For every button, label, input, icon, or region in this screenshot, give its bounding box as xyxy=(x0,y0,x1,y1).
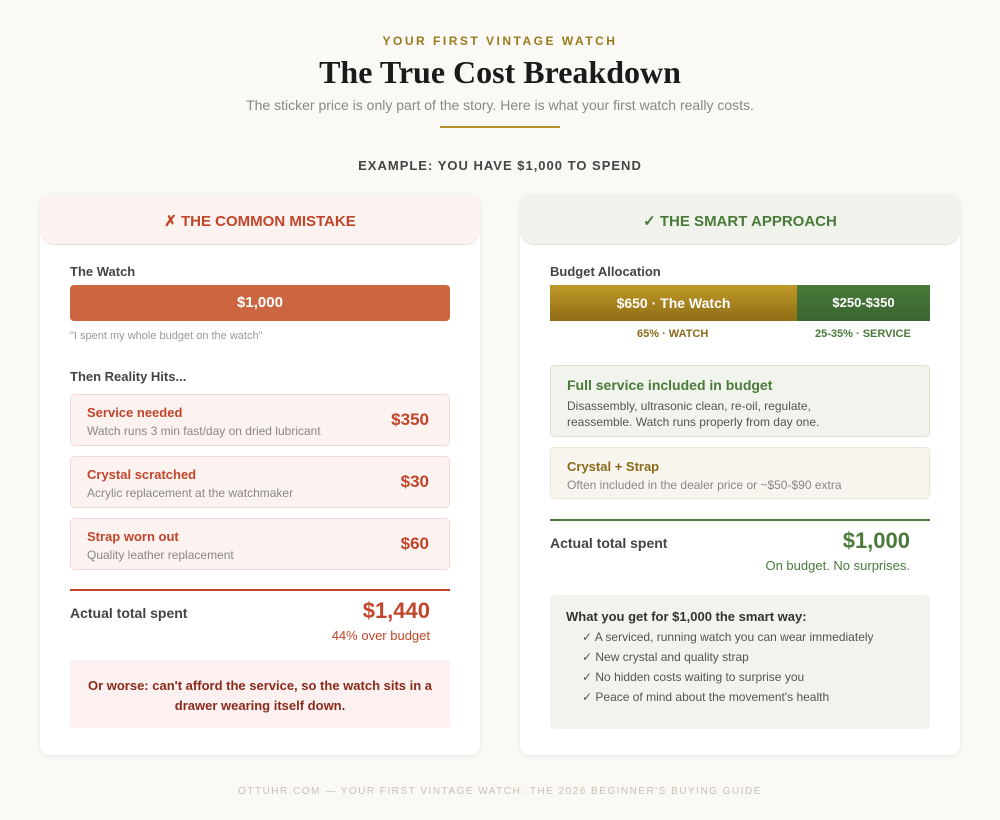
allocation-bar: $650 · The Watch $250-$350 xyxy=(550,285,930,321)
item-desc: Watch runs 3 min fast/day on dried lubri… xyxy=(87,424,321,438)
example-label: EXAMPLE: YOU HAVE $1,000 TO SPEND xyxy=(358,158,642,173)
total-note: On budget. No surprises. xyxy=(765,558,910,573)
service-included-box: Full service included in budget Disassemb… xyxy=(550,365,930,437)
total-divider xyxy=(70,589,450,591)
cost-item: Strap worn out Quality leather replacemen… xyxy=(70,518,450,570)
item-price: $30 xyxy=(400,472,429,491)
benefit-item: ✓ New crystal and quality strap xyxy=(582,650,749,664)
benefit-item: ✓ Peace of mind about the movement's hea… xyxy=(582,690,830,704)
benefit-item: ✓ No hidden costs waiting to surprise yo… xyxy=(582,670,805,684)
total-value: $1,440 xyxy=(362,598,430,623)
crystal-title: Crystal + Strap xyxy=(567,459,660,474)
subtitle: The sticker price is only part of the st… xyxy=(246,97,754,113)
footer: OTTUHR.COM — YOUR FIRST VINTAGE WATCH: T… xyxy=(238,786,762,797)
item-title: Strap worn out xyxy=(87,529,179,544)
smart-card: ✓ THE SMART APPROACH Budget Allocation $… xyxy=(520,195,960,755)
cost-item: Crystal scratched Acrylic replacement at … xyxy=(70,456,450,508)
total-note: 44% over budget xyxy=(331,628,430,643)
mistake-card: ✗ THE COMMON MISTAKE The Watch $1,000 "I… xyxy=(40,195,480,755)
service-pct: 25-35% · SERVICE xyxy=(815,328,911,340)
watch-segment: $650 · The Watch xyxy=(550,285,797,321)
watch-price-bar: $1,000 xyxy=(70,285,450,321)
mistake-title: ✗ THE COMMON MISTAKE xyxy=(40,195,480,245)
smart-title: ✓ THE SMART APPROACH xyxy=(520,195,960,245)
item-desc: Acrylic replacement at the watchmaker xyxy=(87,486,294,500)
benefits-title: What you get for $1,000 the smart way: xyxy=(566,609,807,624)
service-desc: Disassembly, ultrasonic clean, re-oil, r… xyxy=(567,399,820,429)
reality-label: Then Reality Hits... xyxy=(70,369,187,384)
benefits-box: What you get for $1,000 the smart way: ✓… xyxy=(550,595,930,729)
total-divider xyxy=(550,519,930,521)
item-title: Crystal scratched xyxy=(87,467,197,482)
quote: "I spent my whole budget on the watch" xyxy=(70,330,263,342)
watch-label: The Watch xyxy=(70,264,136,279)
page-title: The True Cost Breakdown xyxy=(319,54,681,90)
service-title: Full service included in budget xyxy=(567,377,773,393)
item-desc: Quality leather replacement xyxy=(87,548,234,562)
worse-callout: Or worse: can't afford the service, so t… xyxy=(70,660,450,728)
item-title: Service needed xyxy=(87,405,183,420)
crystal-strap-box: Crystal + Strap Often included in the dea… xyxy=(550,447,930,499)
cost-item: Service needed Watch runs 3 min fast/day … xyxy=(70,394,450,446)
total-value: $1,000 xyxy=(842,528,910,553)
total-label: Actual total spent xyxy=(70,605,188,621)
total-label: Actual total spent xyxy=(550,535,668,551)
divider xyxy=(440,126,560,128)
item-price: $350 xyxy=(391,410,429,429)
item-price: $60 xyxy=(400,534,429,553)
service-segment: $250-$350 xyxy=(797,285,930,321)
eyebrow: YOUR FIRST VINTAGE WATCH xyxy=(382,34,618,48)
crystal-desc: Often included in the dealer price or ~$… xyxy=(567,478,842,492)
watch-pct: 65% · WATCH xyxy=(637,328,709,340)
benefit-item: ✓ A serviced, running watch you can wear… xyxy=(582,630,874,644)
alloc-label: Budget Allocation xyxy=(550,264,661,279)
